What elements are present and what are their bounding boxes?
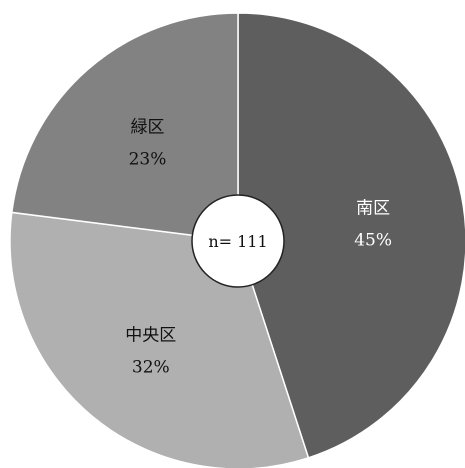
slice-value-label-2: 32% xyxy=(132,357,170,377)
pie-slices xyxy=(9,12,465,468)
center-label: n= 111 xyxy=(208,232,267,251)
slice-label-2: 中央区 xyxy=(125,325,176,345)
slice-value-label-3: 23% xyxy=(129,149,167,169)
pie-slice-1 xyxy=(237,12,465,459)
slice-label-1: 南区 xyxy=(356,199,390,219)
center-hole xyxy=(191,194,285,288)
pie-labels: 南区 45% 中央区 32% 緑区 23% xyxy=(125,117,392,377)
slice-label-3: 緑区 xyxy=(131,117,165,137)
pie-slice-3 xyxy=(10,12,239,242)
slice-value-label-1: 45% xyxy=(354,231,392,251)
